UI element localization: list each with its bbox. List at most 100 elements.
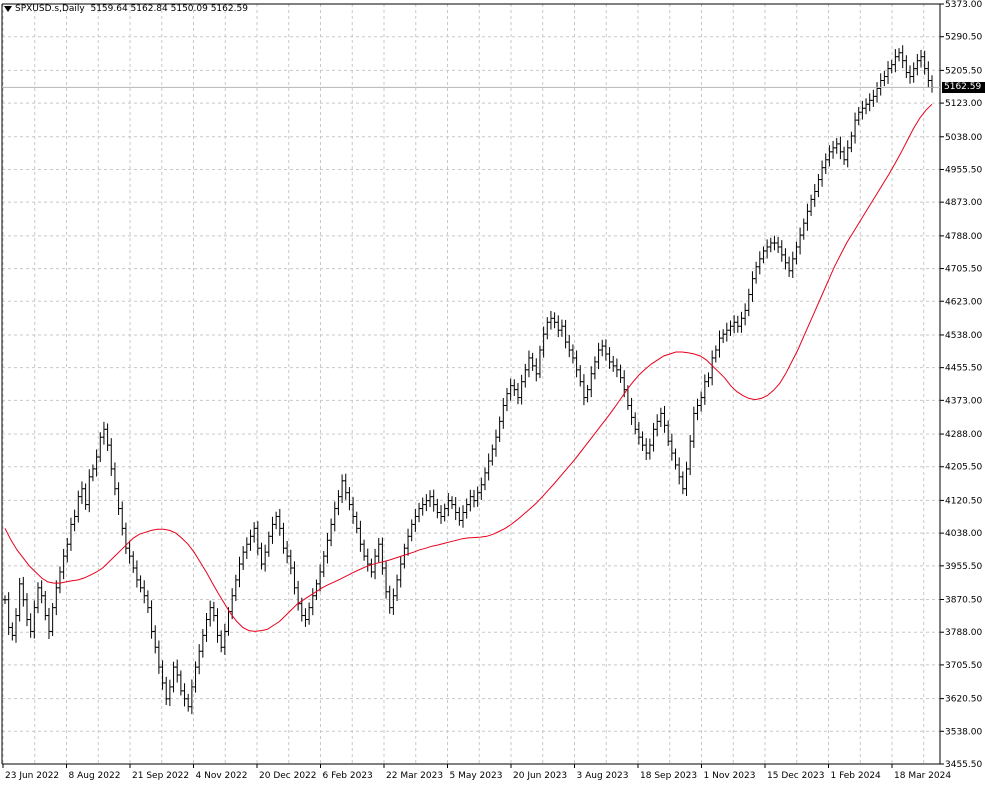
price-bar bbox=[864, 98, 869, 115]
price-bar bbox=[233, 574, 238, 601]
x-tick-label: 18 Sep 2023 bbox=[640, 771, 697, 781]
price-bar bbox=[391, 588, 396, 615]
price-bar bbox=[515, 383, 520, 405]
price-bar bbox=[442, 503, 447, 522]
price-bar bbox=[589, 366, 594, 398]
price-bar bbox=[303, 608, 308, 627]
price-bar bbox=[208, 600, 213, 627]
price-bar bbox=[563, 319, 568, 349]
price-bar bbox=[633, 412, 638, 435]
price-bar bbox=[252, 522, 257, 543]
x-tick-label: 6 Feb 2023 bbox=[323, 771, 373, 781]
price-bar bbox=[647, 438, 652, 460]
price-bar bbox=[277, 508, 282, 536]
price-bar bbox=[105, 423, 110, 451]
price-bar bbox=[204, 612, 209, 642]
y-tick-label: 3870.50 bbox=[945, 596, 982, 606]
x-tick-label: 15 Dec 2023 bbox=[767, 771, 825, 781]
price-bar bbox=[310, 588, 315, 616]
price-bar bbox=[413, 509, 418, 532]
price-bar bbox=[541, 326, 546, 358]
price-bar bbox=[886, 61, 891, 85]
price-bar bbox=[424, 494, 429, 512]
price-bar bbox=[768, 237, 773, 253]
price-bar bbox=[274, 511, 279, 530]
price-bar bbox=[439, 505, 444, 524]
price-bar bbox=[332, 501, 337, 532]
price-bar bbox=[776, 236, 781, 254]
y-tick-label: 3705.50 bbox=[945, 661, 982, 671]
price-bar bbox=[875, 82, 880, 103]
price-bar bbox=[398, 556, 403, 588]
price-bar bbox=[728, 320, 733, 336]
price-bar bbox=[559, 319, 564, 337]
price-bar bbox=[908, 65, 913, 84]
price-bar bbox=[222, 623, 227, 655]
price-bar bbox=[149, 600, 154, 639]
price-bar bbox=[200, 628, 205, 658]
price-bar bbox=[83, 483, 88, 510]
grid-layer bbox=[2, 3, 940, 765]
price-bar bbox=[501, 398, 506, 429]
price-bar bbox=[347, 487, 352, 511]
price-bar bbox=[3, 595, 7, 604]
price-bar bbox=[145, 590, 150, 613]
y-tick-label: 4873.00 bbox=[945, 198, 982, 208]
price-bar bbox=[219, 630, 224, 653]
price-bar bbox=[603, 339, 608, 361]
x-tick-label: 22 Mar 2023 bbox=[386, 771, 443, 781]
price-bar bbox=[871, 89, 876, 107]
price-bar bbox=[461, 505, 466, 528]
price-bar bbox=[640, 431, 645, 451]
price-bar bbox=[329, 518, 334, 547]
price-bar bbox=[178, 670, 183, 696]
price-bar bbox=[98, 432, 103, 463]
price-bar bbox=[358, 520, 363, 552]
price-bar bbox=[746, 288, 751, 317]
price-bar bbox=[787, 256, 792, 277]
price-bar bbox=[384, 561, 389, 599]
price-bar bbox=[658, 407, 663, 428]
price-bar bbox=[46, 607, 51, 640]
price-bar bbox=[211, 601, 216, 622]
y-tick-label: 3955.50 bbox=[945, 562, 982, 572]
price-bar bbox=[889, 59, 894, 74]
price-bar bbox=[127, 540, 132, 564]
y-tick-label: 4955.50 bbox=[945, 165, 982, 175]
price-bar bbox=[134, 560, 139, 588]
price-bar bbox=[21, 576, 26, 607]
price-bar bbox=[534, 358, 539, 382]
price-bar bbox=[428, 490, 433, 508]
price-bar bbox=[508, 378, 513, 401]
x-tick-label: 4 Nov 2022 bbox=[196, 771, 248, 781]
price-bar bbox=[28, 613, 33, 638]
price-bar bbox=[435, 498, 440, 519]
price-bar bbox=[244, 537, 249, 560]
price-bar bbox=[471, 489, 476, 508]
price-bar bbox=[611, 355, 616, 372]
y-tick-label: 5290.50 bbox=[945, 33, 982, 43]
collapse-triangle-icon[interactable] bbox=[4, 5, 12, 12]
price-bar bbox=[574, 350, 579, 378]
y-tick-label: 5205.50 bbox=[945, 66, 982, 76]
price-bar bbox=[893, 49, 898, 73]
price-bar bbox=[834, 137, 839, 154]
chart-title: SPXUSD.s,Daily bbox=[15, 4, 85, 14]
price-bar bbox=[629, 397, 634, 425]
price-bar bbox=[530, 352, 535, 371]
price-bar bbox=[713, 345, 718, 363]
price-bar bbox=[482, 467, 487, 491]
y-tick-label: 4288.00 bbox=[945, 430, 982, 440]
price-bar bbox=[860, 100, 865, 120]
price-bars-layer bbox=[3, 45, 934, 715]
price-bar bbox=[68, 517, 73, 551]
y-tick-label: 4455.50 bbox=[945, 364, 982, 374]
price-bar bbox=[911, 62, 916, 83]
price-bar bbox=[801, 218, 806, 240]
price-bar bbox=[765, 239, 770, 259]
y-tick-label: 4623.00 bbox=[945, 297, 982, 307]
price-bar bbox=[882, 70, 887, 87]
price-bar bbox=[779, 240, 784, 262]
price-bar bbox=[567, 334, 572, 358]
